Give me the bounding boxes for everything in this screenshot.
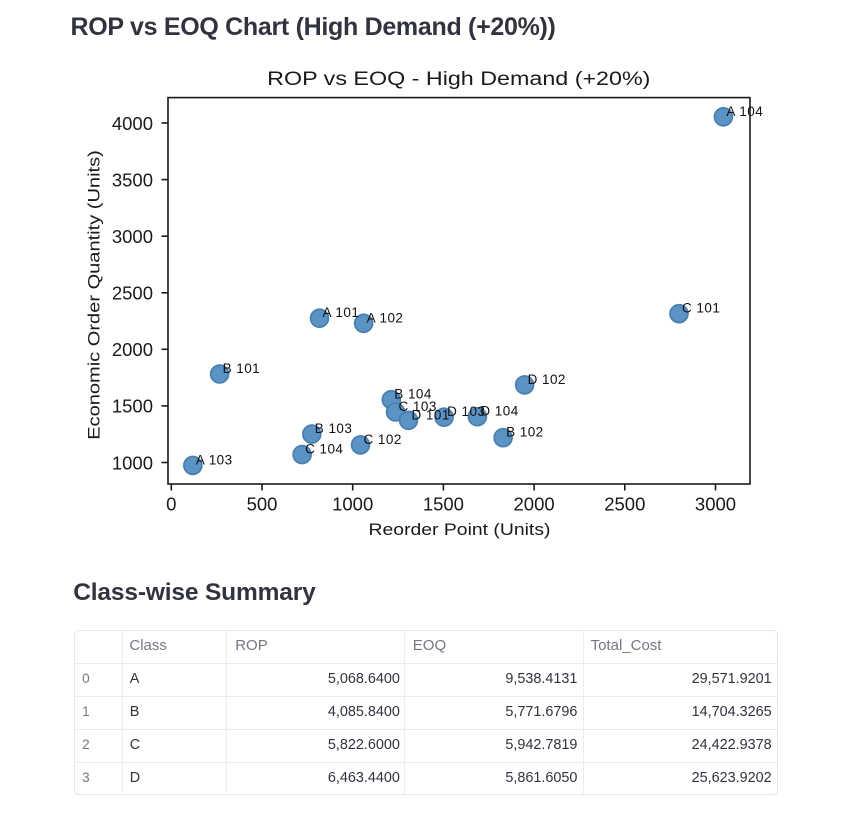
svg-text:Economic Order Quantity (Units: Economic Order Quantity (Units) [84, 150, 103, 440]
svg-text:1500: 1500 [112, 396, 153, 417]
svg-text:B 103: B 103 [315, 421, 353, 436]
svg-text:3000: 3000 [695, 494, 736, 515]
svg-text:A 104: A 104 [726, 104, 763, 119]
svg-text:B 104: B 104 [394, 387, 432, 402]
svg-text:D 104: D 104 [480, 404, 518, 419]
svg-text:500: 500 [247, 494, 278, 515]
svg-text:D 102: D 102 [528, 372, 566, 387]
svg-text:1000: 1000 [112, 452, 153, 473]
svg-text:C 104: C 104 [305, 442, 343, 457]
svg-text:0: 0 [166, 494, 176, 515]
svg-text:D 103: D 103 [447, 404, 485, 419]
svg-text:A 102: A 102 [367, 310, 404, 325]
svg-text:Reorder Point (Units): Reorder Point (Units) [369, 520, 551, 539]
svg-text:3500: 3500 [112, 169, 153, 190]
svg-text:A 101: A 101 [323, 305, 360, 320]
svg-text:C 103: C 103 [399, 399, 437, 414]
svg-text:B 101: B 101 [223, 361, 261, 376]
svg-text:1000: 1000 [332, 494, 373, 515]
svg-text:4000: 4000 [112, 113, 153, 134]
svg-text:3000: 3000 [112, 226, 153, 247]
svg-text:C 101: C 101 [682, 301, 720, 316]
svg-text:D 101: D 101 [412, 407, 450, 422]
svg-text:2500: 2500 [112, 283, 153, 304]
svg-text:ROP vs EOQ - High Demand (+20%: ROP vs EOQ - High Demand (+20%) [267, 68, 650, 90]
svg-text:2000: 2000 [514, 494, 555, 515]
svg-text:2500: 2500 [604, 494, 645, 515]
svg-text:A 103: A 103 [196, 452, 233, 467]
svg-text:2000: 2000 [112, 339, 153, 360]
svg-text:B 102: B 102 [506, 425, 544, 440]
svg-text:1500: 1500 [423, 494, 464, 515]
svg-text:C 102: C 102 [364, 432, 402, 447]
